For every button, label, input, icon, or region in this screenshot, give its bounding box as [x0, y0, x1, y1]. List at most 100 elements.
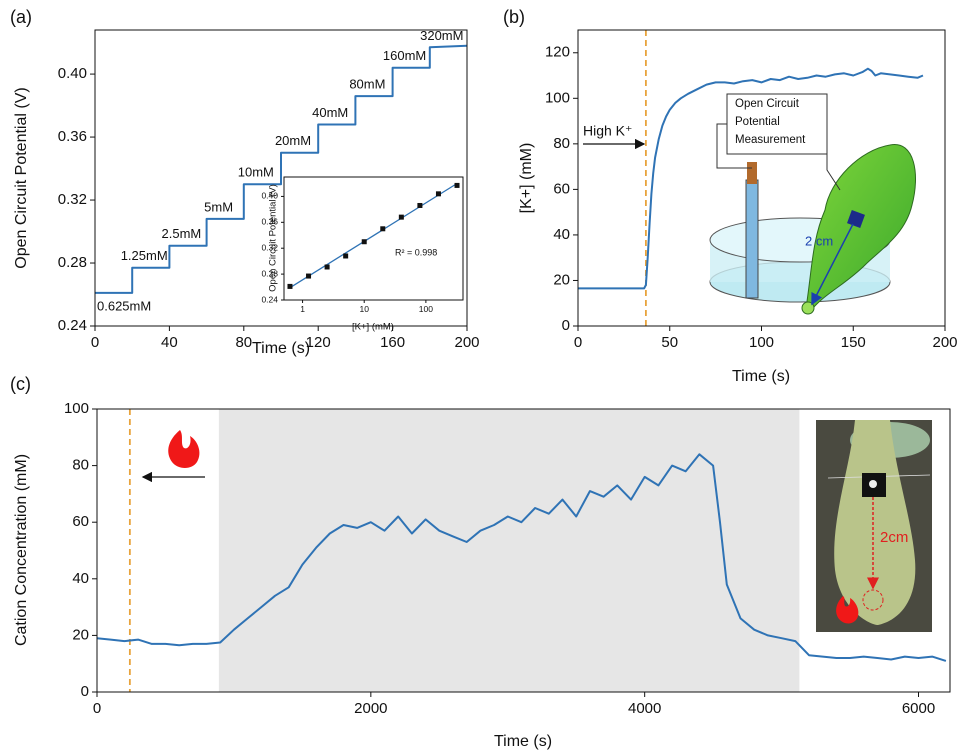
- y-tick-label: 100: [64, 400, 89, 417]
- y-tick-label: 0: [81, 683, 89, 700]
- photo-distance: 2cm: [880, 529, 908, 546]
- step-label: 160mM: [383, 48, 426, 63]
- y-tick-label: 0.24: [58, 317, 87, 334]
- wire: [826, 150, 841, 191]
- y-tick-label: 100: [545, 89, 570, 106]
- x-tick-label: 40: [161, 334, 178, 351]
- x-tick-label: 4000: [628, 700, 661, 717]
- y-tick-label: 80: [553, 135, 570, 152]
- x-tick-label: 80: [235, 334, 252, 351]
- step-label: 0.625mM: [97, 298, 151, 313]
- y-tick-label: 0: [562, 317, 570, 334]
- x-tick-label: 10: [359, 304, 369, 314]
- x-tick-label: 100: [749, 334, 774, 351]
- x-tick-label: 0: [91, 334, 99, 351]
- x-tick-label: 6000: [902, 700, 935, 717]
- y-tick-label: 0.28: [261, 268, 278, 278]
- data-line: [96, 453, 947, 662]
- y-tick-label: 60: [72, 513, 89, 530]
- x-tick-label: 150: [841, 334, 866, 351]
- x-tick-label: 0: [93, 700, 101, 717]
- y-tick-label: 20: [72, 626, 89, 643]
- y-tick-label: 0.24: [261, 294, 278, 304]
- y-tick-label: 60: [553, 180, 570, 197]
- electrode: [745, 179, 759, 299]
- x-tick-label: 50: [661, 334, 678, 351]
- distance-arrow: [811, 223, 854, 306]
- point: [343, 253, 349, 259]
- box-line: Open Circuit: [735, 98, 800, 110]
- x-tick-label: 100: [419, 304, 433, 314]
- annotation: R² = 0.998: [395, 248, 437, 258]
- wire: [716, 123, 752, 169]
- y-tick-label: 20: [553, 271, 570, 288]
- frame: [283, 176, 464, 301]
- x-axis-title: Time (s): [732, 368, 790, 385]
- fire-icon: [168, 430, 200, 468]
- step-label: 1.25mM: [121, 248, 168, 263]
- y-tick-label: 0.32: [58, 191, 87, 208]
- photo-leaf: [834, 420, 916, 625]
- x-tick-label: 2000: [354, 700, 387, 717]
- box-line: Measurement: [735, 134, 806, 146]
- y-tick-label: 40: [72, 570, 89, 587]
- x-tick-label: 200: [454, 334, 479, 351]
- photo-dot: [869, 480, 877, 488]
- point: [398, 214, 404, 220]
- photo-circle: [862, 589, 884, 611]
- panel-label: (a): [10, 7, 32, 27]
- y-tick-label: 120: [545, 44, 570, 61]
- step-label: 5mM: [204, 199, 233, 214]
- x-axis-title: Time (s): [494, 733, 552, 750]
- step-label: 20mM: [275, 133, 311, 148]
- sensor: [847, 210, 865, 228]
- y-tick-label: 0.40: [261, 191, 278, 201]
- leaf: [805, 144, 917, 313]
- point: [454, 182, 460, 188]
- point: [324, 264, 330, 270]
- point: [287, 283, 293, 289]
- y-tick-label: 0.36: [261, 217, 278, 227]
- leaf-tip: [801, 301, 815, 315]
- panel-label: (b): [503, 7, 525, 27]
- x-axis-title: Time (s): [252, 340, 310, 357]
- measure-box: [726, 93, 828, 155]
- diagram: Open Circuit Potential Measurement 2 cm …: [583, 93, 917, 315]
- x-axis-title: [K+] (mM): [352, 322, 394, 333]
- point: [417, 202, 423, 208]
- step-label: 320mM: [420, 28, 463, 43]
- point: [361, 239, 367, 245]
- x-tick-label: 1: [300, 304, 305, 314]
- x-tick-label: 0: [574, 334, 582, 351]
- point: [380, 226, 386, 232]
- frame: [96, 408, 951, 693]
- distance-label: 2 cm: [805, 233, 833, 248]
- y-axis-title: Open Circuit Potential (V): [268, 184, 279, 292]
- y-tick-label: 0.40: [58, 65, 87, 82]
- step-label: 2.5mM: [162, 226, 202, 241]
- plot-area: [284, 177, 463, 300]
- fire-icon: [836, 596, 859, 624]
- fit-line: [289, 182, 458, 289]
- box-line: Potential: [735, 116, 780, 128]
- point: [306, 273, 312, 279]
- y-tick-label: 0.36: [58, 128, 87, 145]
- point: [435, 191, 441, 197]
- frame: [577, 29, 946, 327]
- y-tick-label: 80: [72, 457, 89, 474]
- x-tick-label: 160: [380, 334, 405, 351]
- step-label: 10mM: [238, 165, 274, 180]
- data-line: [95, 44, 468, 294]
- data-line: [578, 67, 924, 290]
- step-label: 40mM: [312, 105, 348, 120]
- arrow-label: High K⁺: [583, 123, 632, 139]
- step-label: 80mM: [349, 77, 385, 92]
- y-tick-label: 40: [553, 226, 570, 243]
- frame: [94, 29, 468, 327]
- y-tick-label: 0.28: [58, 254, 87, 271]
- y-axis-title: Open Circuit Potential (V): [13, 87, 30, 268]
- y-axis-title: [K+] (mM): [518, 143, 535, 214]
- y-tick-label: 0.32: [261, 242, 278, 252]
